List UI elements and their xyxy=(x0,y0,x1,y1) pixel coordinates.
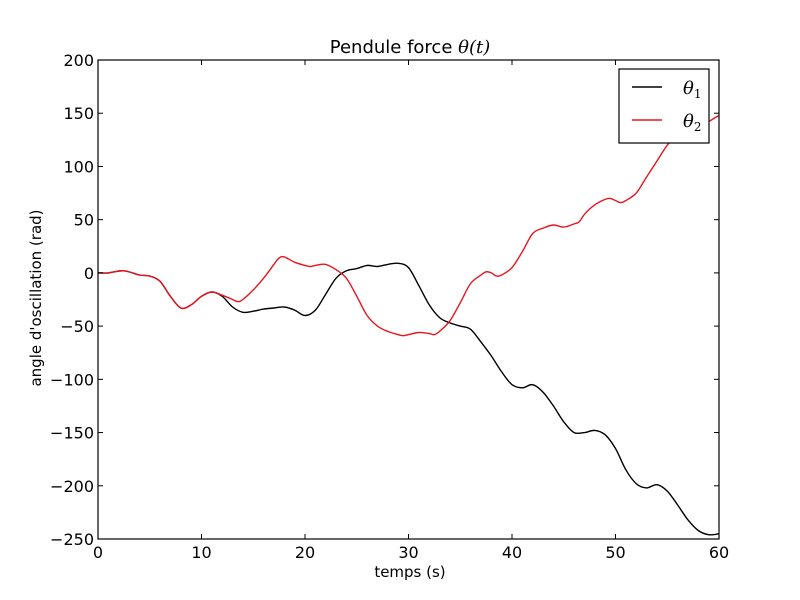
y-tick-label: 150 xyxy=(63,104,94,123)
x-tick-label: 10 xyxy=(191,543,211,562)
x-axis-label: temps (s) xyxy=(374,563,445,581)
plot-area xyxy=(98,60,719,539)
y-tick-label: −250 xyxy=(50,530,94,549)
y-tick-label: 200 xyxy=(63,51,94,70)
y-tick-label: −150 xyxy=(50,424,94,443)
legend-label-theta2: θ2 xyxy=(683,111,701,134)
y-tick-label: −50 xyxy=(60,317,94,336)
x-tick-label: 20 xyxy=(295,543,315,562)
legend-label-theta1: θ1 xyxy=(683,78,701,101)
left-margin xyxy=(0,0,98,600)
x-tick-label: 30 xyxy=(398,543,418,562)
chart-title-math: θ(t) xyxy=(458,37,490,58)
line-theta2 xyxy=(97,114,720,337)
y-tick-label: 100 xyxy=(63,157,94,176)
chart-title: Pendule force θ(t) xyxy=(330,37,491,58)
legend: θ1 θ2 xyxy=(618,68,710,144)
y-tick-label: 50 xyxy=(74,211,94,230)
chart-title-text: Pendule force xyxy=(330,37,458,58)
y-axis-label: angle d'oscillation (rad) xyxy=(27,209,45,386)
x-tick-label: 50 xyxy=(605,543,625,562)
x-tick-label: 60 xyxy=(709,543,729,562)
y-axis-ticks: 200 150 100 50 0 −50 −100 −150 −200 −250 xyxy=(50,51,719,549)
series-layer xyxy=(97,114,720,536)
y-tick-label: −100 xyxy=(50,370,94,389)
right-margin xyxy=(719,0,800,600)
x-tick-label: 40 xyxy=(502,543,522,562)
y-tick-label: 0 xyxy=(84,264,94,283)
x-tick-label: 0 xyxy=(93,543,103,562)
y-tick-label: −200 xyxy=(50,477,94,496)
x-axis-ticks: 0 10 20 30 40 50 60 xyxy=(93,60,729,562)
legend-box xyxy=(618,68,710,144)
